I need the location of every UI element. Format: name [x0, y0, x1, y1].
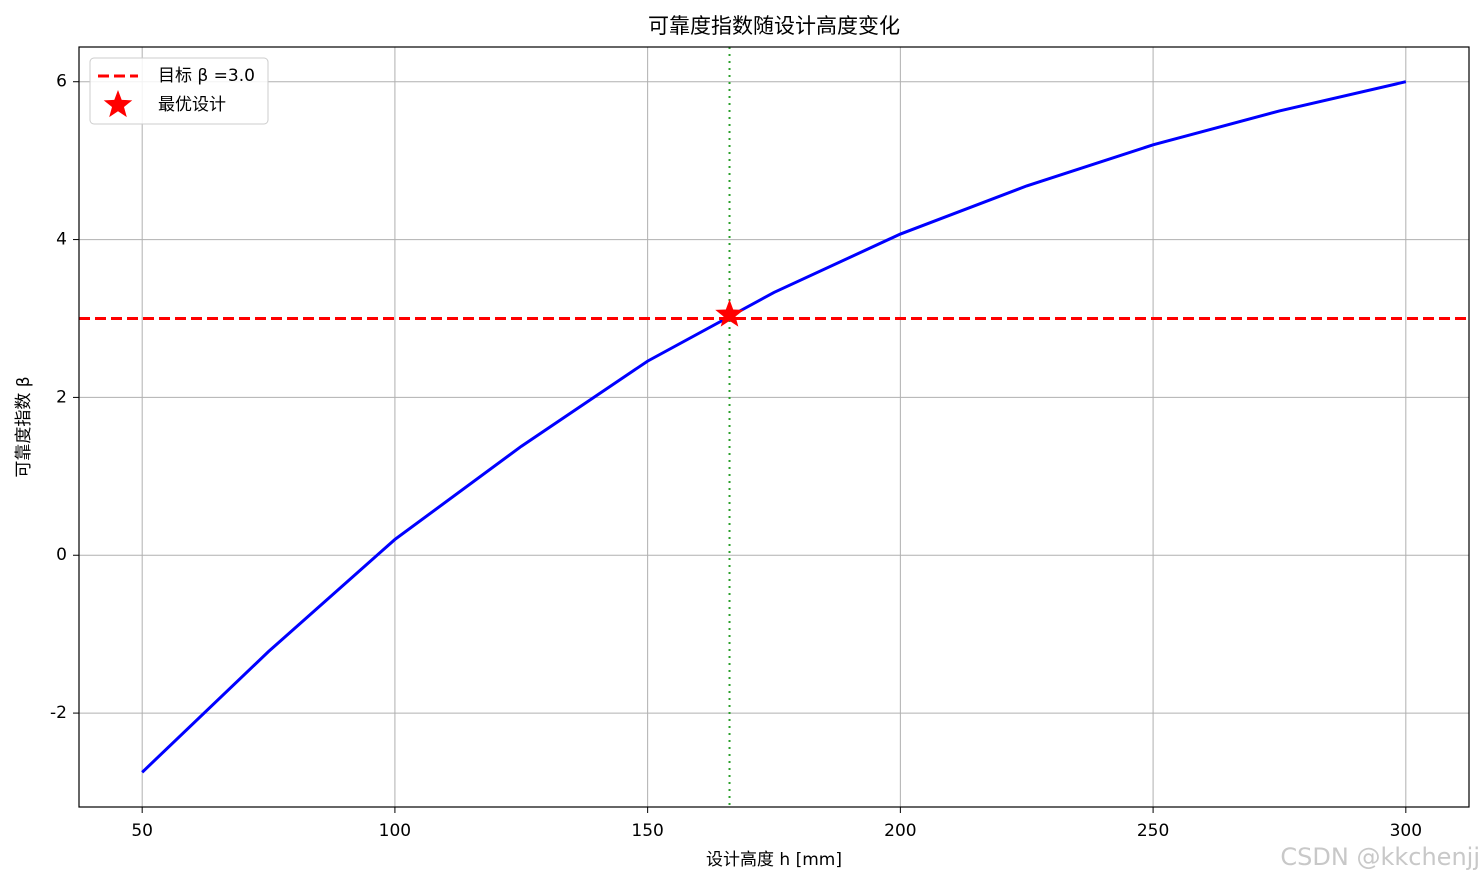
x-tick-label: 50: [131, 821, 153, 841]
watermark: CSDN @kkchenjj: [1280, 843, 1480, 871]
y-tick-label: 0: [56, 545, 67, 565]
x-tick-label: 300: [1390, 821, 1422, 841]
data-line: [141, 80, 1407, 774]
y-tick-label: -2: [50, 703, 67, 723]
plot-frame: [78, 46, 1470, 808]
legend-star: [103, 90, 133, 118]
x-tick-label: 100: [379, 821, 411, 841]
y-tick-label: 4: [56, 230, 67, 250]
x-axis-label: 设计高度 h [mm]: [706, 850, 842, 870]
marker-star: [715, 299, 744, 327]
y-tick-label: 2: [56, 387, 67, 407]
y-axis-label: 可靠度指数 β: [14, 376, 34, 477]
x-tick-label: 250: [1137, 821, 1169, 841]
y-tick-label: 6: [56, 72, 67, 92]
x-tick-label: 200: [884, 821, 916, 841]
x-tick-label: 150: [631, 821, 663, 841]
legend-label: 目标 β =3.0: [158, 66, 255, 86]
legend-label: 最优设计: [158, 95, 226, 115]
chart-title: 可靠度指数随设计高度变化: [648, 14, 900, 38]
